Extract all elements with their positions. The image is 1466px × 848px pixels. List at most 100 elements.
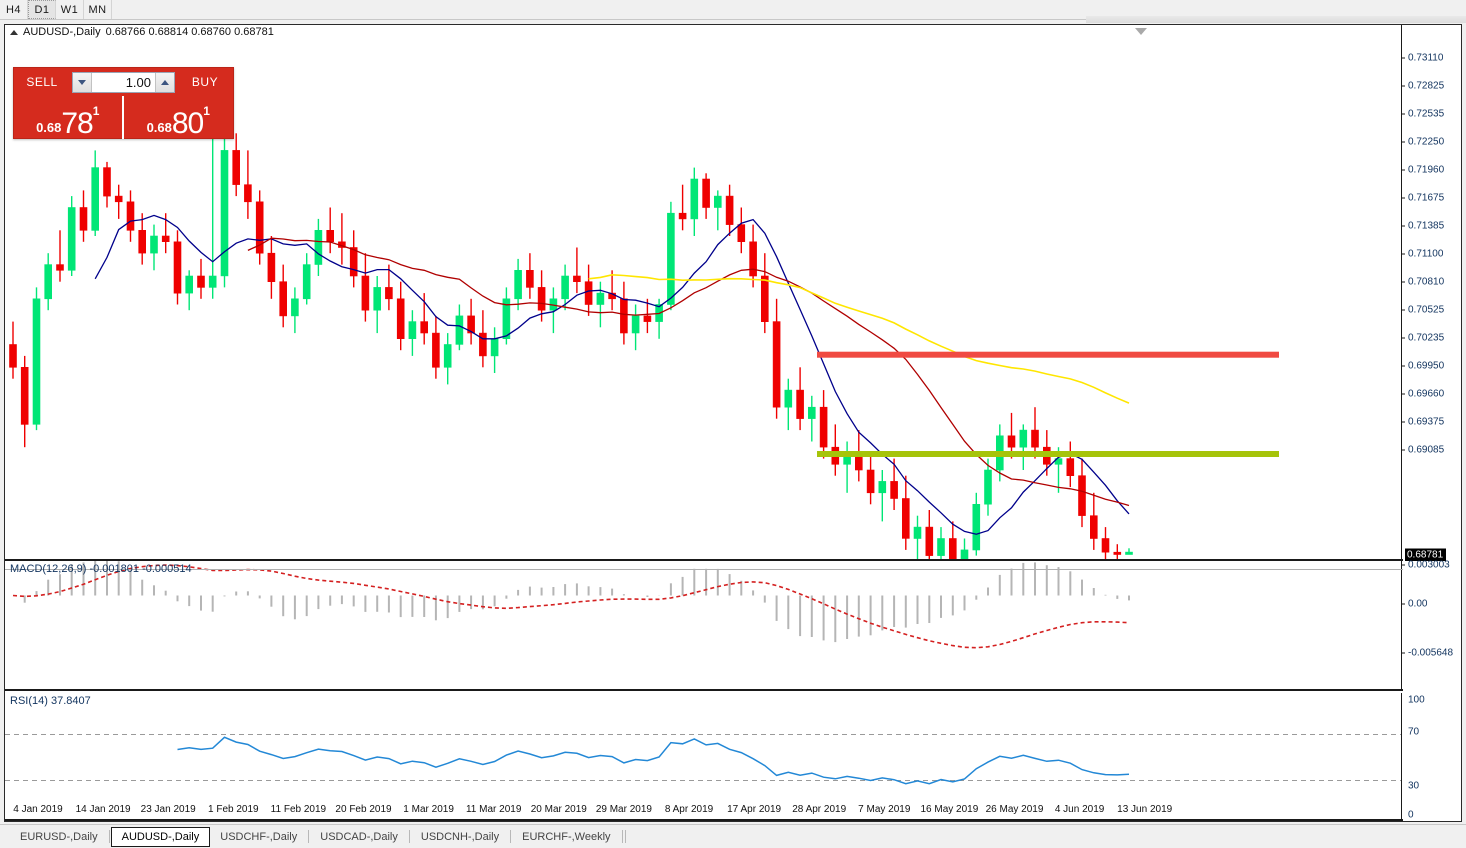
price-axis-label: 0.70810 xyxy=(1408,276,1445,288)
caret-up-icon xyxy=(161,79,169,85)
macd-axis-label: -0.005648 xyxy=(1408,647,1454,659)
chart-max-marker-icon xyxy=(1135,28,1147,35)
macd-axis-tick xyxy=(1402,652,1405,654)
price-axis-tick xyxy=(1402,169,1405,171)
rsi-axis-label: 100 xyxy=(1408,694,1425,706)
volume-decrease-button[interactable] xyxy=(73,72,92,92)
price-axis-tick xyxy=(1402,421,1405,423)
date-axis-label: 1 Feb 2019 xyxy=(207,804,259,815)
date-axis-label: 11 Mar 2019 xyxy=(465,804,522,815)
trade-panel-top-row: SELL 1.00 BUY xyxy=(14,68,233,96)
price-axis-tick xyxy=(1402,225,1405,227)
chart-tab-usdchf[interactable]: USDCHF-,Daily xyxy=(220,830,298,843)
rsi-axis-label: 70 xyxy=(1408,726,1420,738)
volume-stepper[interactable]: 1.00 xyxy=(72,71,175,93)
chart-tab-audusd[interactable]: AUDUSD-,Daily xyxy=(110,826,211,847)
chart-tab-eurchf[interactable]: EURCHF-,Weekly xyxy=(522,830,611,843)
price-axis-label: 0.70525 xyxy=(1408,304,1445,316)
price-axis-tick xyxy=(1402,57,1405,59)
pane-divider-3 xyxy=(5,819,1403,821)
macd-pane[interactable]: MACD(12,26,9) -0.001801 -0.000514 xyxy=(5,561,1403,689)
price-axis-label: 0.72250 xyxy=(1408,136,1445,148)
price-axis-tick xyxy=(1402,113,1405,115)
macd-axis-label: 0.003003 xyxy=(1408,559,1450,571)
price-axis-label: 0.69375 xyxy=(1408,416,1445,428)
triangle-up-icon[interactable] xyxy=(10,29,18,35)
date-axis-label: 20 Feb 2019 xyxy=(335,804,392,815)
price-chart-pane[interactable] xyxy=(5,39,1403,559)
date-axis: 4 Jan 2019 14 Jan 2019 23 Jan 2019 1 Feb 20… xyxy=(4,804,1404,820)
macd-plot xyxy=(12,561,1130,649)
timeframe-mn-label: MN xyxy=(88,3,107,16)
price-axis-label: 0.71960 xyxy=(1408,164,1445,176)
rsi-title: RSI(14) 37.8407 xyxy=(10,695,91,707)
timeframe-toolbar: H4 D1 W1 MN xyxy=(0,0,1466,20)
price-axis-label: 0.69085 xyxy=(1408,444,1445,456)
chart-tab-usdcad[interactable]: USDCAD-,Daily xyxy=(320,830,398,843)
pane-divider-1 xyxy=(5,559,1403,561)
one-click-trading-panel: SELL 1.00 BUY 0.68 78 1 0.68 80 1 xyxy=(13,67,234,139)
tab-divider xyxy=(308,830,310,843)
timeframe-mn[interactable]: MN xyxy=(84,0,112,19)
current-price-tag: 0.68781 xyxy=(1405,548,1447,562)
date-axis-label: 23 Jan 2019 xyxy=(140,804,196,815)
macd-title: MACD(12,26,9) -0.001801 -0.000514 xyxy=(10,563,192,575)
horizontal-scrollbar[interactable] xyxy=(1086,16,1466,23)
price-axis-label: 0.72825 xyxy=(1408,80,1445,92)
date-axis-label: 29 Mar 2019 xyxy=(595,804,652,815)
timeframe-d1[interactable]: D1 xyxy=(28,0,56,19)
sell-button[interactable]: SELL xyxy=(26,75,58,89)
price-axis-tick xyxy=(1402,365,1405,367)
price-axis[interactable]: 0.73110 0.72825 0.72535 0.72250 0.71960 0.716… xyxy=(1401,25,1461,589)
timeframe-h4[interactable]: H4 xyxy=(0,0,28,19)
date-axis-label: 20 Mar 2019 xyxy=(530,804,587,815)
rsi-pane[interactable]: RSI(14) 37.8407 xyxy=(5,693,1403,821)
trade-panel-quotes: 0.68 78 1 0.68 80 1 xyxy=(14,96,233,139)
tab-divider xyxy=(621,830,623,843)
timeframe-h4-label: H4 xyxy=(5,3,22,16)
sell-price-fraction: 1 xyxy=(92,104,100,118)
rsi-axis-label: 30 xyxy=(1408,780,1420,792)
pane-divider-2 xyxy=(5,689,1403,691)
price-axis-tick xyxy=(1402,337,1405,339)
tab-divider xyxy=(510,830,512,843)
caret-down-icon xyxy=(78,79,86,85)
volume-increase-button[interactable] xyxy=(155,72,174,92)
buy-button[interactable]: BUY xyxy=(191,75,219,89)
chart-ohlc-values: 0.68766 0.68814 0.68760 0.68781 xyxy=(105,26,274,38)
rsi-axis: 100 70 30 0 xyxy=(1401,693,1461,821)
date-axis-label: 17 Apr 2019 xyxy=(727,804,782,815)
buy-price-prefix: 0.68 xyxy=(146,120,172,135)
volume-input[interactable]: 1.00 xyxy=(125,74,151,90)
date-axis-label: 4 Jun 2019 xyxy=(1054,804,1105,815)
date-axis-label: 8 Apr 2019 xyxy=(664,804,714,815)
chart-symbol-label: AUDUSD-,Daily xyxy=(23,26,101,38)
current-price-line xyxy=(5,569,1403,570)
sell-price-cell[interactable]: 0.68 78 1 xyxy=(14,96,124,139)
buy-price-cell[interactable]: 0.68 80 1 xyxy=(124,96,234,139)
chart-tab-eurusd[interactable]: EURUSD-,Daily xyxy=(20,830,98,843)
price-axis-label: 0.73110 xyxy=(1408,52,1444,64)
price-axis-tick xyxy=(1402,197,1405,199)
date-axis-label: 16 May 2019 xyxy=(920,804,979,815)
timeframe-d1-label: D1 xyxy=(34,3,50,16)
timeframe-w1-label: W1 xyxy=(60,3,79,16)
price-axis-label: 0.72535 xyxy=(1408,108,1445,120)
date-axis-label: 1 Mar 2019 xyxy=(403,804,454,815)
price-axis-label: 0.70235 xyxy=(1408,332,1445,344)
timeframe-w1[interactable]: W1 xyxy=(56,0,84,19)
sell-price-big: 78 xyxy=(61,107,93,140)
chart-tab-usdcnh[interactable]: USDCNH-,Daily xyxy=(420,830,500,843)
date-axis-label: 11 Feb 2019 xyxy=(270,804,327,815)
buy-price-fraction: 1 xyxy=(203,104,210,118)
date-axis-label: 14 Jan 2019 xyxy=(75,804,131,815)
tab-divider xyxy=(624,830,626,843)
price-axis-tick xyxy=(1402,393,1405,395)
sell-price-prefix: 0.68 xyxy=(36,120,62,135)
rsi-axis-label: 0 xyxy=(1408,809,1414,821)
date-axis-label: 13 Jun 2019 xyxy=(1117,804,1173,815)
tab-divider xyxy=(408,830,410,843)
chart-tab-bar: EURUSD-,Daily AUDUSD-,Daily USDCHF-,Daily U… xyxy=(0,824,1466,848)
buy-price-big: 80 xyxy=(171,107,204,140)
